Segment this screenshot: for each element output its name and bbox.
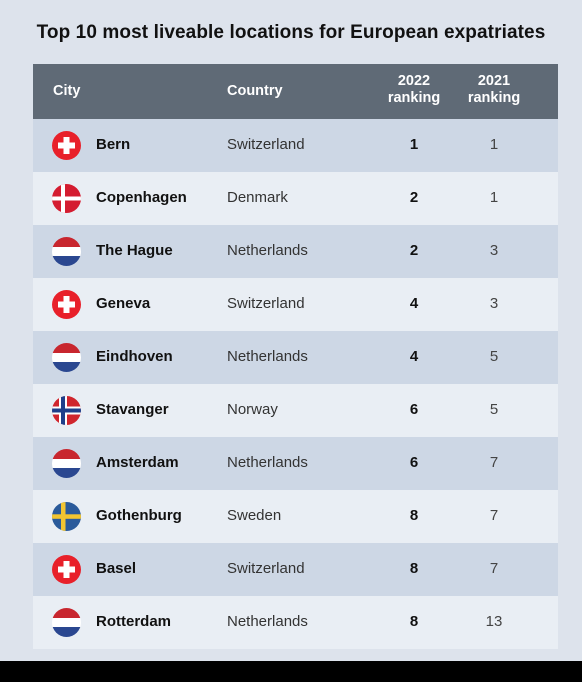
rank-2022-cell: 4: [409, 295, 419, 312]
city-cell: Copenhagen: [96, 189, 187, 206]
norway-flag-icon: [52, 396, 81, 425]
rank-2022-cell: 6: [409, 401, 419, 418]
country-cell: Netherlands: [227, 613, 308, 630]
rank-2021-cell: 7: [489, 560, 499, 577]
rank-2021-cell: 5: [489, 401, 499, 418]
table-row: Gothenburg Sweden 8 7: [33, 490, 558, 543]
netherlands-flag-icon: [52, 343, 81, 372]
city-cell: Geneva: [96, 295, 151, 312]
table-row: Eindhoven Netherlands 4 5: [33, 331, 558, 384]
rank-2021-cell: 13: [485, 613, 503, 630]
city-cell: Eindhoven: [96, 348, 173, 365]
header-country: Country: [227, 83, 283, 99]
denmark-flag-icon: [52, 184, 81, 213]
country-cell: Netherlands: [227, 348, 308, 365]
table-row: Stavanger Norway 6 5: [33, 384, 558, 437]
country-cell: Netherlands: [227, 242, 308, 259]
country-cell: Netherlands: [227, 454, 308, 471]
header-2022-ranking: 2022 ranking: [376, 73, 452, 107]
netherlands-flag-icon: [52, 237, 81, 266]
rank-2022-cell: 8: [409, 560, 419, 577]
table-header: City Country 2022 ranking 2021 ranking: [33, 64, 558, 119]
rank-2021-cell: 3: [489, 295, 499, 312]
country-cell: Switzerland: [227, 295, 305, 312]
header-city: City: [53, 83, 81, 99]
header-2021-ranking: 2021 ranking: [453, 73, 535, 107]
rank-2022-cell: 4: [409, 348, 419, 365]
country-cell: Norway: [227, 401, 278, 418]
country-cell: Switzerland: [227, 560, 305, 577]
rank-2022-cell: 2: [409, 189, 419, 206]
rank-2022-cell: 2: [409, 242, 419, 259]
header-2022-label: ranking: [387, 90, 441, 106]
city-cell: Rotterdam: [96, 613, 172, 630]
switzerland-flag-icon: [52, 290, 81, 319]
switzerland-flag-icon: [52, 131, 81, 160]
table-row: Geneva Switzerland 4 3: [33, 278, 558, 331]
table-row: Copenhagen Denmark 2 1: [33, 172, 558, 225]
header-2021-label: ranking: [467, 90, 521, 106]
rank-2022-cell: 6: [409, 454, 419, 471]
city-cell: Gothenburg: [96, 507, 182, 524]
rank-2022-cell: 8: [409, 507, 419, 524]
rank-2021-cell: 5: [489, 348, 499, 365]
city-cell: Stavanger: [96, 401, 169, 418]
table-row: Bern Switzerland 1 1: [33, 119, 558, 172]
country-cell: Switzerland: [227, 136, 305, 153]
rank-2021-cell: 1: [489, 136, 499, 153]
header-2022-year: 2022: [397, 73, 431, 89]
city-cell: Bern: [96, 136, 131, 153]
rank-2021-cell: 7: [489, 454, 499, 471]
rank-2021-cell: 3: [489, 242, 499, 259]
rank-2022-cell: 8: [409, 613, 419, 630]
netherlands-flag-icon: [52, 449, 81, 478]
city-cell: The Hague: [96, 242, 173, 259]
country-cell: Sweden: [227, 507, 282, 524]
header-2021-year: 2021: [477, 73, 511, 89]
rank-2021-cell: 7: [489, 507, 499, 524]
rank-2021-cell: 1: [489, 189, 499, 206]
chart-title: Top 10 most liveable locations for Europ…: [36, 22, 546, 43]
country-cell: Denmark: [227, 189, 288, 206]
city-cell: Basel: [96, 560, 137, 577]
table-row: The Hague Netherlands 2 3: [33, 225, 558, 278]
city-cell: Amsterdam: [96, 454, 179, 471]
table-row: Basel Switzerland 8 7: [33, 543, 558, 596]
table-row: Rotterdam Netherlands 8 13: [33, 596, 558, 649]
table-row: Amsterdam Netherlands 6 7: [33, 437, 558, 490]
rank-2022-cell: 1: [409, 136, 419, 153]
netherlands-flag-icon: [52, 608, 81, 637]
rankings-table: City Country 2022 ranking 2021 ranking B…: [33, 64, 558, 649]
sweden-flag-icon: [52, 502, 81, 531]
table-body: Bern Switzerland 1 1 Copenhagen Denmark 2 1 The …: [33, 119, 558, 649]
footer-bar: [0, 661, 582, 682]
switzerland-flag-icon: [52, 555, 81, 584]
